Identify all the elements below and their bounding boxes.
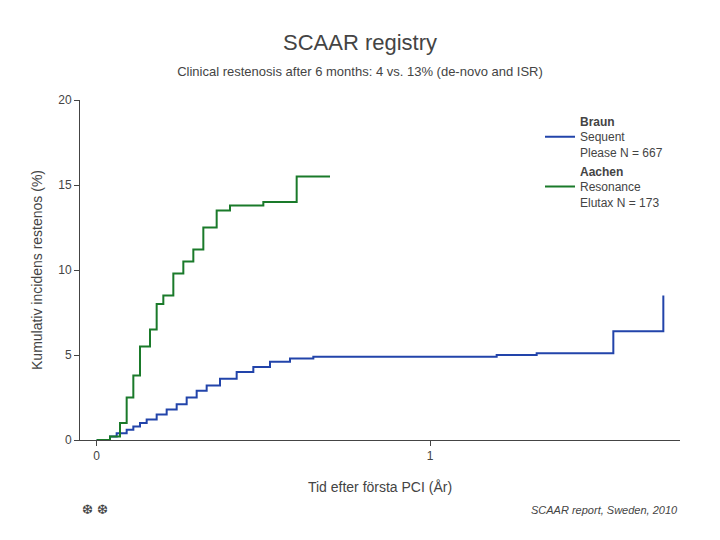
- svg-text:Tid efter första PCI (År): Tid efter första PCI (År): [308, 479, 452, 495]
- svg-text:10: 10: [58, 263, 72, 277]
- svg-text:Clinical restenosis after 6 mo: Clinical restenosis after 6 months: 4 vs…: [177, 64, 543, 79]
- svg-text:SCAAR report, Sweden, 2010: SCAAR report, Sweden, 2010: [531, 504, 678, 516]
- svg-text:15: 15: [58, 178, 72, 192]
- svg-text:1: 1: [427, 449, 434, 463]
- svg-text:5: 5: [65, 348, 72, 362]
- svg-text:❆ ❆: ❆ ❆: [82, 502, 108, 517]
- svg-text:BraunSequentPlease N = 667: BraunSequentPlease N = 667: [580, 115, 663, 160]
- svg-text:20: 20: [58, 93, 72, 107]
- svg-text:0: 0: [65, 433, 72, 447]
- svg-text:0: 0: [93, 449, 100, 463]
- svg-text:SCAAR registry: SCAAR registry: [283, 30, 437, 55]
- svg-text:AachenResonanceElutax N = 173: AachenResonanceElutax N = 173: [580, 165, 659, 210]
- svg-text:Kumulativ incidens restenos (%: Kumulativ incidens restenos (%): [29, 170, 45, 370]
